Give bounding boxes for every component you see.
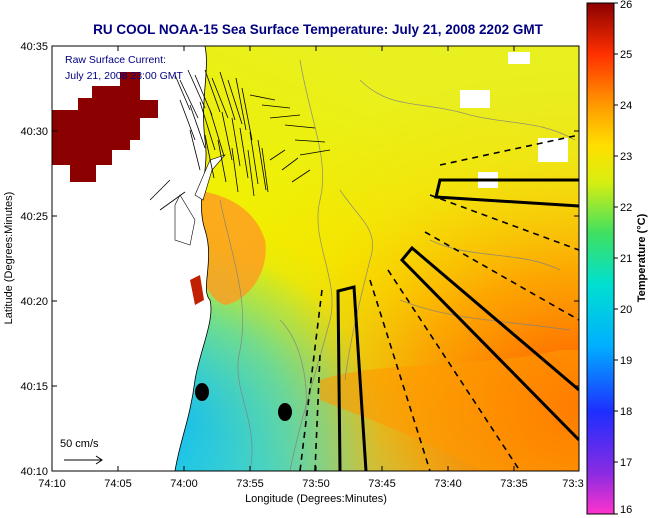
- mooring-point-2: [278, 403, 292, 421]
- colorbar-label: Temperature (°C): [636, 213, 648, 302]
- cloud-masked-pixels: [52, 72, 204, 305]
- x-tick-label: 73:55: [236, 478, 264, 490]
- x-tick-label: 74:10: [38, 478, 66, 490]
- x-tick-label: 74:00: [170, 478, 198, 490]
- x-tick-label: 73:3: [562, 478, 583, 490]
- x-tick-label: 74:05: [104, 478, 132, 490]
- colorbar-tick-label: 22: [620, 202, 632, 214]
- x-tick-label: 73:50: [302, 478, 330, 490]
- glider-track-dashed-lines: [299, 134, 579, 471]
- scale-label: 50 cm/s: [60, 438, 99, 450]
- colorbar-tick-label: 21: [620, 253, 632, 265]
- mooring-points: [195, 383, 292, 421]
- colorbar-tick-label: 23: [620, 151, 632, 163]
- track-dashed-3: [424, 231, 579, 321]
- track-dashed-1: [439, 134, 579, 166]
- surface-current-vectors: [149, 69, 331, 211]
- colorbar-tick-label: 16: [620, 504, 632, 516]
- sea-surface-temperature-field: [52, 46, 579, 471]
- map-title: RU COOL NOAA-15 Sea Surface Temperature:…: [93, 22, 543, 37]
- x-tick-label: 73:35: [500, 478, 528, 490]
- track-box-southeast: [399, 245, 579, 442]
- colorbar: [586, 2, 615, 515]
- y-tick-label: 40:10: [20, 466, 48, 478]
- y-tick-label: 40:15: [20, 381, 48, 393]
- scale-arrow: [64, 455, 103, 465]
- y-axis-ticks: [52, 45, 579, 472]
- track-dashed-4: [387, 269, 521, 471]
- colorbar-tick-label: 25: [620, 49, 632, 61]
- track-dashed-2: [429, 194, 579, 251]
- x-axis-label: Longitude (Degrees:Minutes): [245, 493, 387, 505]
- track-box-east: [434, 178, 579, 208]
- sandy-hook: [194, 154, 226, 201]
- colorbar-tick-label: 20: [620, 304, 632, 316]
- y-tick-labels: 40:35 40:30 40:25 40:20 40:15 40:10: [20, 41, 48, 478]
- coastal-land-polygon: [174, 194, 196, 246]
- track-dashed-6: [299, 289, 323, 471]
- mooring-point-1: [195, 383, 209, 401]
- sst-warm-nearshore-band: [195, 190, 266, 305]
- y-tick-label: 40:20: [20, 296, 48, 308]
- y-tick-label: 40:35: [20, 41, 48, 53]
- y-axis-label: Latitude (Degrees:Minutes): [3, 192, 15, 325]
- colorbar-tick-label: 26: [620, 0, 632, 11]
- colorbar-tick-label: 17: [620, 457, 632, 469]
- land-masked-pixels: [460, 52, 568, 188]
- track-dashed-5: [369, 279, 431, 471]
- land-pixel-1: [460, 90, 490, 108]
- annotation-line-1: Raw Surface Current:: [65, 54, 166, 66]
- glider-track-solid-boxes: [336, 178, 579, 471]
- x-tick-label: 73:40: [434, 478, 462, 490]
- y-tick-label: 40:30: [20, 126, 48, 138]
- x-tick-label: 73:45: [368, 478, 396, 490]
- y-tick-label: 40:25: [20, 211, 48, 223]
- colorbar-tick-labels: 26 25 24 23 22 21 20 19 18 17 16: [620, 0, 632, 516]
- colorbar-ticks: [614, 2, 618, 515]
- masked-region-coast: [190, 275, 204, 305]
- land-pixel-4: [508, 52, 530, 64]
- x-axis-ticks: [51, 46, 580, 471]
- colorbar-tick-label: 19: [620, 355, 632, 367]
- sst-warm-lower-band: [320, 350, 579, 471]
- track-dashed-7: [314, 354, 321, 471]
- x-tick-labels: 74:10 74:05 74:00 73:55 73:50 73:45 73:4…: [38, 478, 583, 490]
- colorbar-tick-label: 18: [620, 406, 632, 418]
- land-pixel-2: [538, 138, 568, 162]
- masked-region-northwest: [52, 72, 158, 182]
- colorbar-tick-label: 24: [620, 100, 632, 112]
- annotation-line-2: July 21, 2008 23:00 GMT: [65, 70, 183, 82]
- track-box-south: [336, 285, 368, 471]
